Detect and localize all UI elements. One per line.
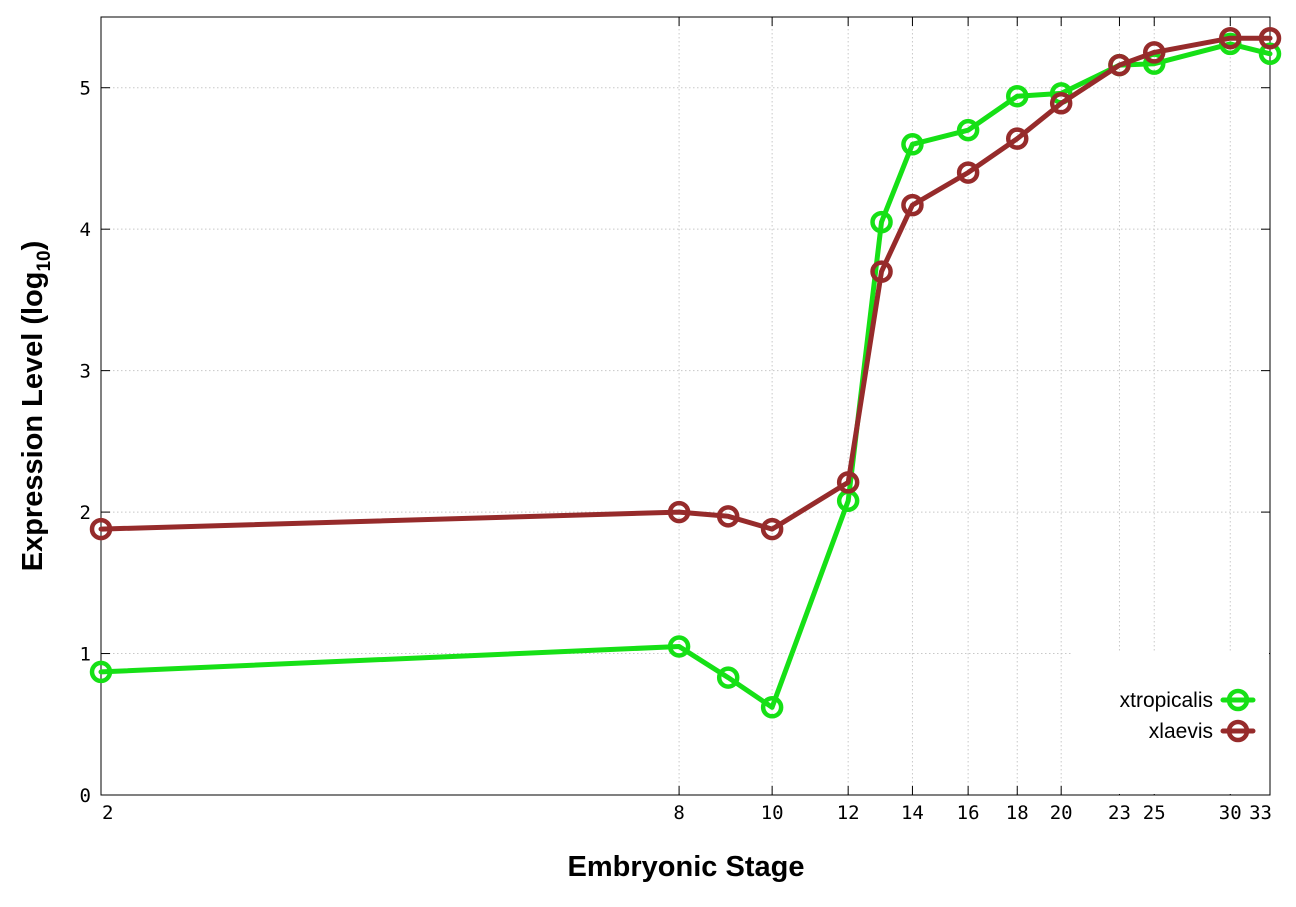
x-tick-label: 14 xyxy=(901,802,924,824)
x-tick-label: 8 xyxy=(673,802,684,824)
data-point xyxy=(1258,42,1282,66)
y-axis-title-main: Expression Level (log xyxy=(17,272,49,572)
data-point xyxy=(1219,26,1242,50)
y-tick-label: 5 xyxy=(80,78,91,100)
x-tick-label: 16 xyxy=(957,802,980,824)
y-tick-label: 2 xyxy=(80,502,91,524)
series xyxy=(89,26,1282,719)
x-tick-label: 30 xyxy=(1219,802,1242,824)
data-point xyxy=(901,133,924,156)
legend: xtropicalis xlaevis xyxy=(1072,652,1269,794)
data-point xyxy=(956,161,980,184)
legend-swatch-marker xyxy=(1226,719,1250,743)
series-line xyxy=(98,41,1273,710)
x-tick-label: 2 xyxy=(102,802,113,824)
y-axis-title-subscript: 10 xyxy=(34,250,55,271)
x-axis-title: Embryonic Stage xyxy=(568,851,805,883)
y-axis-title-close: ) xyxy=(17,241,49,251)
y-tick-label: 3 xyxy=(80,361,91,383)
data-point xyxy=(956,118,980,142)
x-tick-label: 18 xyxy=(1006,802,1029,824)
x-tick-label: 23 xyxy=(1108,802,1131,824)
data-point xyxy=(1049,92,1073,115)
data-point xyxy=(89,660,113,684)
data-point xyxy=(870,260,893,283)
y-tick-label: 1 xyxy=(80,644,91,666)
legend-label: xlaevis xyxy=(1149,720,1213,743)
data-point xyxy=(89,517,113,541)
data-point xyxy=(760,517,784,541)
data-point xyxy=(1258,26,1282,50)
data-point xyxy=(836,471,860,494)
legend-swatch-marker xyxy=(1226,688,1250,712)
data-point xyxy=(1108,53,1131,77)
data-point xyxy=(667,635,691,658)
data-point xyxy=(716,505,740,528)
data-point xyxy=(760,696,784,719)
series-line xyxy=(98,35,1273,532)
legend-entry: xtropicalis xyxy=(1120,688,1256,712)
data-point xyxy=(716,666,740,689)
data-point xyxy=(667,500,691,524)
series-xlaevis xyxy=(89,26,1282,541)
y-tick-label: 0 xyxy=(80,785,91,807)
legend-label: xtropicalis xyxy=(1120,689,1213,712)
data-point xyxy=(1005,84,1029,108)
x-tick-label: 25 xyxy=(1143,802,1166,824)
data-point xyxy=(901,193,924,217)
x-tick-label: 10 xyxy=(761,802,784,824)
legend-entry: xlaevis xyxy=(1149,719,1256,743)
x-tick-label: 33 xyxy=(1249,802,1272,824)
series-xtropicalis xyxy=(89,32,1282,719)
plot-frame xyxy=(100,16,1271,796)
x-tick-label: 12 xyxy=(837,802,860,824)
y-axis-title: Expression Level (log10) xyxy=(17,241,55,572)
data-point xyxy=(870,210,893,234)
y-tick-label: 4 xyxy=(80,219,91,241)
data-point xyxy=(1005,127,1029,150)
data-point xyxy=(1142,41,1166,64)
x-tick-label: 20 xyxy=(1050,802,1073,824)
